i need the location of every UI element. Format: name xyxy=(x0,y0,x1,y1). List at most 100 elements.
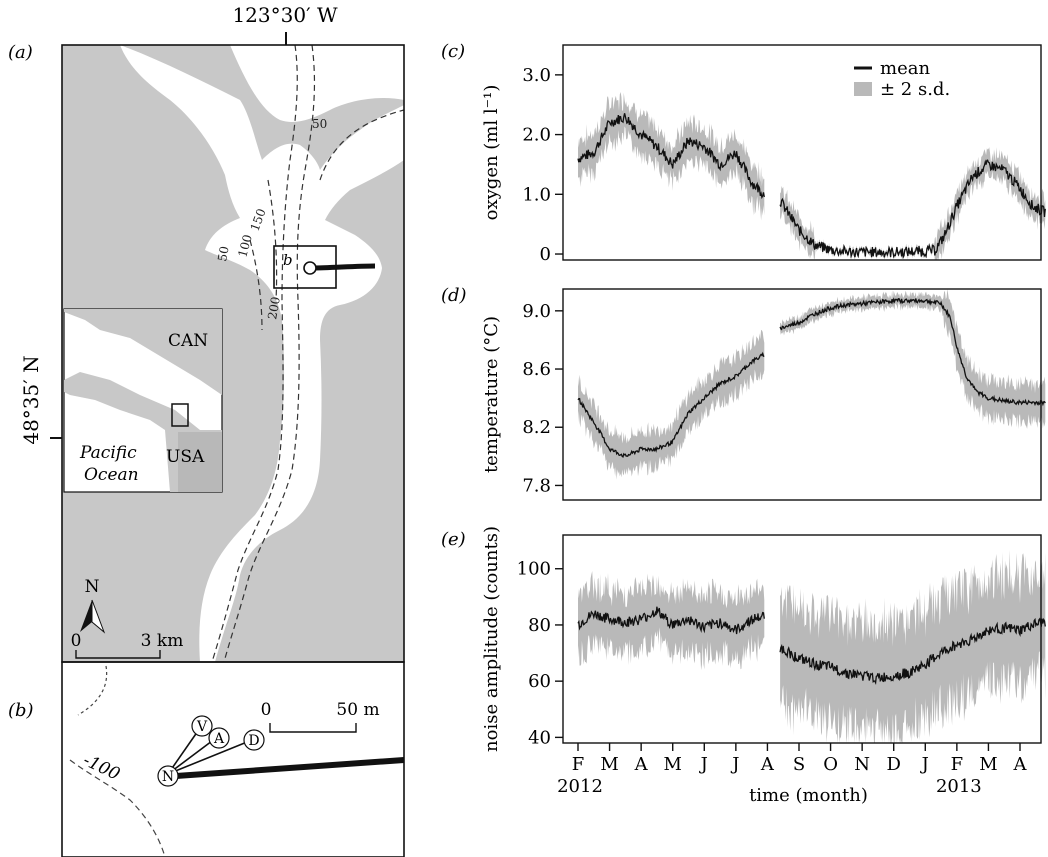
box-b-label: b xyxy=(283,251,293,269)
chart-frame xyxy=(562,44,1042,261)
panel-a-label: (a) xyxy=(8,42,33,63)
panel-b-contour-label: -100 xyxy=(80,750,123,784)
x-tick-label: M xyxy=(600,754,618,775)
y-axis-label: noise amplitude (counts) xyxy=(481,526,502,752)
link-n-a xyxy=(167,737,217,775)
legend-sd-label: ± 2 s.d. xyxy=(880,79,950,100)
mean-line-segment-1 xyxy=(779,159,1046,259)
panel-b-frame xyxy=(61,661,405,857)
inset-ocean-label-2: Ocean xyxy=(84,465,139,485)
legend-sd-swatch xyxy=(854,82,872,96)
contour-upper-left xyxy=(77,665,108,716)
legend-mean-label: mean xyxy=(880,58,930,79)
panel-b-cable xyxy=(175,757,405,779)
mean-line-segment-1 xyxy=(779,297,1046,407)
latitude-label: 48°35′ N xyxy=(19,355,43,444)
chart-panel-0: (c) oxygen (ml l⁻¹) 0 1.0 2.0 3.0 mean± 2 s.d. xyxy=(441,41,1046,265)
contour-label-100: 100 xyxy=(235,233,254,259)
x-tick-label: N xyxy=(854,754,870,775)
node-v: V xyxy=(191,715,213,737)
inset-map: CAN USA Pacific Ocean xyxy=(63,308,223,493)
scale-0-label: 0 xyxy=(71,631,82,651)
y-tick-label: 8.2 xyxy=(522,417,551,438)
x-tick-label: S xyxy=(793,754,805,775)
x-tick-label: O xyxy=(823,754,838,775)
y-tick-label: 2.0 xyxy=(522,125,551,146)
x-tick-label: J xyxy=(920,754,929,775)
sd-band-segment-0 xyxy=(578,92,765,221)
contour-label-50-north: 50 xyxy=(312,117,327,131)
north-arrow-icon xyxy=(80,600,92,632)
y-axis-label: oxygen (ml l⁻¹) xyxy=(481,85,502,221)
cable-line xyxy=(311,263,376,271)
sd-band-segment-1 xyxy=(780,549,1046,743)
site-marker xyxy=(303,261,317,275)
panel-b-scale-bar xyxy=(269,723,357,733)
link-n-d xyxy=(167,739,253,775)
node-d: D xyxy=(243,729,265,751)
link-n-v xyxy=(167,727,201,775)
mean-line-segment-0 xyxy=(577,351,765,458)
inset-ocean-label-1: Pacific xyxy=(79,443,137,463)
usa-area xyxy=(178,432,222,492)
chart-frame xyxy=(562,288,1042,501)
y-tick-label: 60 xyxy=(528,671,551,692)
panel-b-scale-0: 0 xyxy=(261,700,272,720)
depth-contours xyxy=(211,45,404,662)
x-tick-label: F xyxy=(951,754,964,775)
inset-can-label: CAN xyxy=(168,331,208,351)
svg-text:A: A xyxy=(213,731,225,747)
x-tick-label: M xyxy=(979,754,997,775)
y-tick-label: 80 xyxy=(528,615,551,636)
x-tick-label: A xyxy=(634,754,649,775)
chart-panel-1: (d) temperature (°C) 7.8 8.2 8.6 9.0 xyxy=(441,285,1046,501)
chart-panel-label: (e) xyxy=(441,529,466,550)
y-tick-label: 9.0 xyxy=(522,301,551,322)
y-tick-label: 8.6 xyxy=(522,359,551,380)
x-tick-label: A xyxy=(1013,754,1028,775)
year-label: 2013 xyxy=(936,776,982,797)
mean-line-segment-0 xyxy=(577,113,765,200)
scale-3km-label: 3 km xyxy=(141,631,184,651)
x-tick-label: F xyxy=(572,754,585,775)
legend: mean± 2 s.d. xyxy=(854,58,950,100)
inset-usa-label: USA xyxy=(166,447,205,467)
mean-line-segment-0 xyxy=(577,606,765,635)
panel-b-scale-50m: 50 m xyxy=(336,700,379,720)
y-tick-label: 100 xyxy=(517,559,551,580)
y-tick-label: 0 xyxy=(540,244,551,265)
box-b xyxy=(273,245,337,289)
x-tick-label: M xyxy=(663,754,681,775)
year-label: 2012 xyxy=(557,776,603,797)
svg-text:N: N xyxy=(162,769,174,785)
contour-100 xyxy=(69,759,166,857)
x-tick-label: D xyxy=(886,754,900,775)
y-axis-label: temperature (°C) xyxy=(481,316,502,473)
longitude-label: 123°30′ W xyxy=(232,3,338,27)
north-label: N xyxy=(85,577,100,597)
x-axis-label: time (month) xyxy=(749,785,868,806)
svg-text:V: V xyxy=(196,719,208,735)
time-series-charts: (c) oxygen (ml l⁻¹) 0 1.0 2.0 3.0 mean± 2 s.d.… xyxy=(441,41,1046,806)
inlet-water xyxy=(120,45,404,662)
y-tick-label: 7.8 xyxy=(522,475,551,496)
panel-b-label: (b) xyxy=(8,700,34,721)
chart-panel-label: (d) xyxy=(441,285,467,306)
inset-locator-box xyxy=(171,403,189,427)
chart-panel-label: (c) xyxy=(441,41,465,62)
contour-label-200: 200 xyxy=(265,296,283,321)
svg-text:D: D xyxy=(248,733,259,749)
map-panel-a: (a) 123°30′ W 48°35′ N 50 50 100 150 200 xyxy=(8,3,405,663)
y-tick-label: 1.0 xyxy=(522,184,551,205)
north-bay-water xyxy=(230,45,404,122)
chart-frame xyxy=(562,534,1042,744)
north-arrow-outline-icon xyxy=(91,599,106,634)
mean-line-segment-1 xyxy=(779,617,1046,685)
x-tick-label: J xyxy=(730,754,739,775)
scale-bar xyxy=(75,650,161,659)
node-n: N xyxy=(157,765,179,787)
mainland-can xyxy=(64,309,222,395)
x-tick-label: J xyxy=(699,754,708,775)
